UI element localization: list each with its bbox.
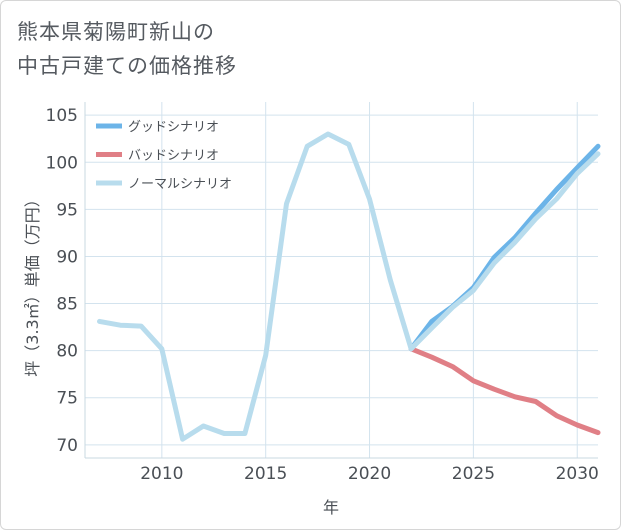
- series-line-0: [408, 143, 601, 352]
- x-axis-title: 年: [323, 498, 339, 517]
- x-tick-label: 2010: [140, 464, 183, 484]
- y-tick-label: 80: [56, 342, 78, 362]
- y-tick-label: 85: [56, 295, 78, 315]
- chart-title-line-2: 中古戸建ての価格推移: [17, 54, 237, 78]
- y-tick-label: 105: [46, 106, 78, 126]
- y-axis-title: 坪（3.3㎡）単価（万円）: [23, 191, 42, 376]
- chart-title: 熊本県菊陽町新山の 中古戸建ての価格推移: [17, 15, 237, 83]
- y-tick-label: 100: [46, 153, 78, 173]
- x-tick-label: 2015: [244, 464, 287, 484]
- grid: [85, 102, 598, 458]
- series-lines: [97, 131, 601, 442]
- legend-label: バッドシナリオ: [128, 149, 219, 164]
- y-tick-label: 75: [56, 389, 78, 409]
- y-tick-label: 70: [56, 436, 78, 456]
- series-line-1: [408, 346, 601, 436]
- series-line-2: [97, 131, 601, 442]
- x-tick-label: 2030: [556, 464, 599, 484]
- y-tick-label: 90: [56, 247, 78, 267]
- legend-label: ノーマルシナリオ: [128, 177, 232, 192]
- chart-title-line-1: 熊本県菊陽町新山の: [17, 20, 215, 44]
- legend-label: グッドシナリオ: [128, 120, 219, 135]
- axes: [84, 102, 598, 459]
- tick-labels: 70 75 80 85 90 95 100 105 2010 2015 2020 2025 2030: [46, 106, 599, 484]
- x-tick-label: 2020: [348, 464, 391, 484]
- y-tick-label: 95: [56, 200, 78, 220]
- x-tick-label: 2025: [452, 464, 495, 484]
